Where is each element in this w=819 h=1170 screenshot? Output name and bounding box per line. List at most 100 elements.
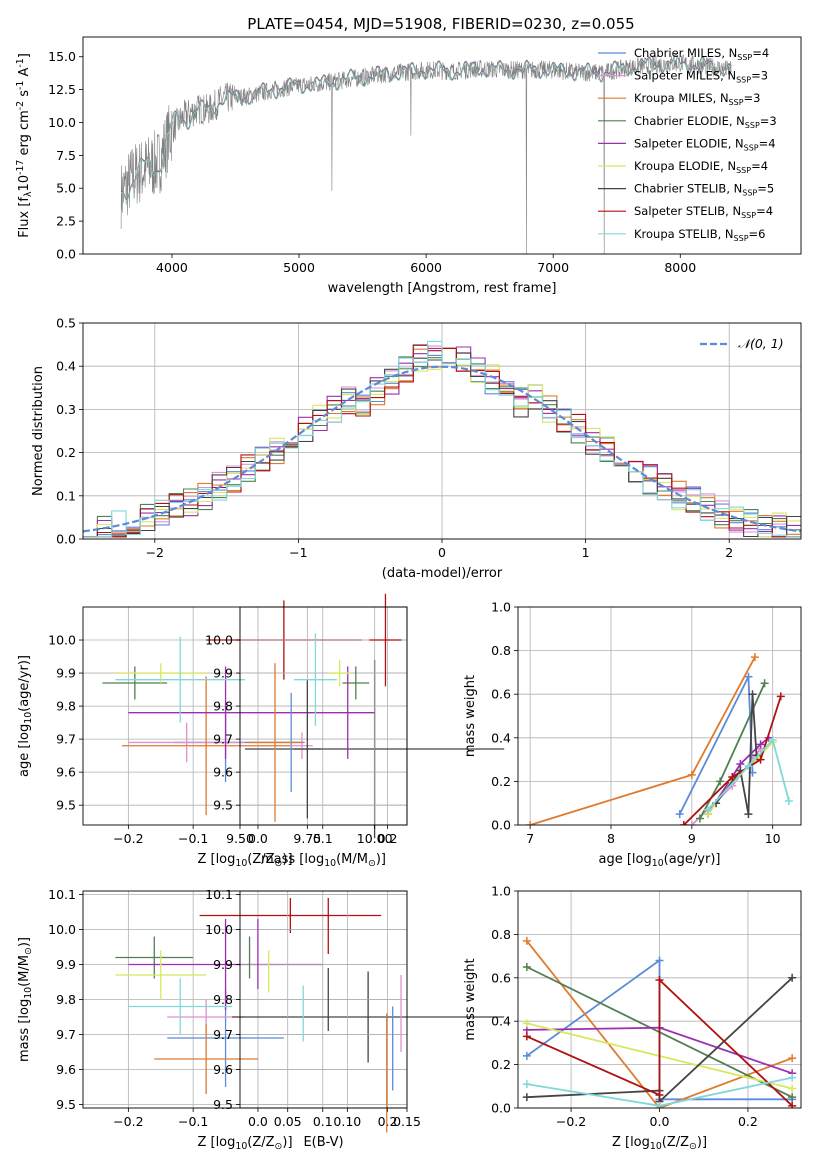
- x-tick-label: 5000: [283, 260, 315, 275]
- y-tick-label: 10.0: [205, 633, 233, 648]
- data-point: [522, 1032, 531, 1041]
- series-line: [526, 977, 793, 1107]
- data-point: [687, 821, 696, 825]
- y-tick-label: 9.9: [56, 666, 76, 681]
- y-tick-label: 9.7: [56, 1027, 76, 1042]
- y-tick-label: 9.6: [56, 1062, 76, 1077]
- x-tick-label: 8000: [664, 260, 696, 275]
- data-point: [744, 810, 753, 819]
- plot-area: [248, 898, 402, 1133]
- series-line: [683, 696, 782, 825]
- x-tick-label: −0.1: [178, 831, 208, 846]
- normal-curve: [83, 365, 801, 533]
- series-kroupa-stelib: [522, 1073, 797, 1108]
- model-line-kroupa-stelib: [120, 54, 732, 201]
- x-axis-label: E(B-V): [303, 1135, 343, 1150]
- data-point: [675, 810, 684, 819]
- axes: 9.50 9.75 10.00 9.5 9.6 9.7 9.8 9.9 10.0 mass [lo…: [205, 606, 408, 869]
- data-point: [788, 1073, 797, 1082]
- y-tick-label: 0.0: [56, 247, 76, 262]
- data-point: [788, 973, 797, 982]
- data-point: [788, 1054, 797, 1063]
- y-axis-label: Flux [fλ10-17 erg cm-2 s-1 A-1]: [15, 53, 34, 238]
- data-point: [522, 1019, 531, 1028]
- y-tick-label: 9.7: [56, 732, 76, 747]
- series-line: [529, 656, 756, 825]
- series-line: [707, 738, 790, 811]
- series-kroupa-stelib: [704, 735, 793, 814]
- y-tick-label: 9.6: [213, 1062, 233, 1077]
- x-axis-label: mass [log10(M/M⊙)]: [261, 852, 386, 869]
- axes: 7 8 9 10 0.0 0.2 0.4 0.6 0.8 1.0 age [log10(age/yr…: [463, 600, 802, 869]
- y-tick-label: 10.1: [205, 887, 233, 902]
- x-tick-label: 0.1: [313, 1114, 333, 1129]
- x-tick-label: −0.2: [556, 1114, 586, 1129]
- legend-entry: Chabrier MILES, NSSP=4: [634, 46, 769, 62]
- data-point: [788, 1101, 797, 1108]
- data-point: [716, 777, 725, 786]
- x-axis-label: Z [log10(Z/Z⊙)]: [197, 1135, 292, 1152]
- axes-frame: [239, 606, 408, 826]
- y-tick-label: 10.0: [48, 922, 76, 937]
- y-tick-label: 0.6: [491, 970, 511, 985]
- y-tick-label: 10.0: [205, 922, 233, 937]
- data-point: [748, 690, 757, 699]
- y-tick-label: 7.5: [56, 148, 76, 163]
- data-point: [522, 1093, 531, 1102]
- legend-entry: Salpeter MILES, NSSP=3: [634, 69, 768, 85]
- panel-spectrum: 4000 5000 6000 7000 8000 0.0 2.5 5.0 7.5 10.0 12.5…: [15, 36, 802, 296]
- y-tick-label: 0.2: [56, 445, 76, 460]
- y-tick-label: 10.0: [48, 633, 76, 648]
- x-tick-label: −0.2: [113, 831, 143, 846]
- y-tick-label: 0.2: [491, 774, 511, 789]
- data-point: [784, 797, 793, 806]
- axes: −2 −1 0 1 2 0.0 0.1 0.2 0.3 0.4 0.5 (data-model)/er…: [31, 316, 802, 581]
- y-tick-label: 9.9: [213, 666, 233, 681]
- y-tick-label: 9.7: [213, 1027, 233, 1042]
- axes-frame: [82, 36, 802, 255]
- data-point: [695, 814, 704, 823]
- legend-entry: Kroupa MILES, NSSP=3: [634, 91, 760, 107]
- panel-age_vs_mass: 9.50 9.75 10.00 9.5 9.6 9.7 9.8 9.9 10.0 mass [lo…: [205, 593, 408, 869]
- y-tick-label: 0.5: [56, 316, 76, 331]
- errorbar-salpeter-stelib: [199, 898, 382, 933]
- plot-area: [83, 340, 801, 538]
- x-tick-label: 4000: [156, 260, 188, 275]
- data-point: [526, 821, 535, 825]
- data-point: [760, 679, 769, 688]
- y-tick-label: 2.5: [56, 214, 76, 229]
- series-salpeter-stelib: [522, 975, 797, 1108]
- errorbar-kroupa-elodie: [115, 950, 207, 1000]
- plot-area: [102, 600, 505, 839]
- x-tick-label: 6000: [410, 260, 442, 275]
- y-tick-label: 0.4: [56, 359, 76, 374]
- y-tick-label: 10.1: [48, 887, 76, 902]
- y-tick-label: 0.0: [56, 532, 76, 547]
- y-tick-label: 9.8: [56, 699, 76, 714]
- x-tick-label: −0.2: [113, 1114, 143, 1129]
- x-tick-label: 0.2: [378, 1114, 398, 1129]
- y-axis-label: Normed distribution: [31, 366, 46, 496]
- legend-entry: Salpeter ELODIE, NSSP=4: [634, 136, 776, 152]
- x-tick-label: 0: [438, 545, 446, 560]
- data-point: [679, 821, 688, 825]
- y-tick-label: 9.8: [213, 992, 233, 1007]
- series-chabrier-elodie: [695, 679, 769, 823]
- panel-massweight_vs_Z: −0.2 0.0 0.2 0.0 0.2 0.4 0.6 0.8 1.0 Z [log10(Z/Z…: [463, 884, 802, 1152]
- y-tick-label: 0.1: [56, 488, 76, 503]
- grid: [518, 606, 801, 826]
- legend-entry: Chabrier STELIB, NSSP=5: [634, 182, 774, 198]
- y-tick-label: 5.0: [56, 181, 76, 196]
- x-axis-label: age [log10(age/yr)]: [599, 852, 721, 869]
- errorbar-kroupa-miles: [121, 676, 291, 816]
- data-point: [522, 1051, 531, 1060]
- y-tick-label: 0.2: [491, 1057, 511, 1072]
- x-tick-label: 9.75: [293, 831, 321, 846]
- plot-area: [115, 898, 505, 1094]
- y-tick-label: 0.6: [491, 687, 511, 702]
- x-tick-label: 7000: [537, 260, 569, 275]
- y-tick-label: 9.7: [213, 732, 233, 747]
- x-tick-label: 9: [688, 831, 696, 846]
- y-tick-label: 0.4: [491, 730, 511, 745]
- errorbar-salpeter-miles: [291, 732, 313, 759]
